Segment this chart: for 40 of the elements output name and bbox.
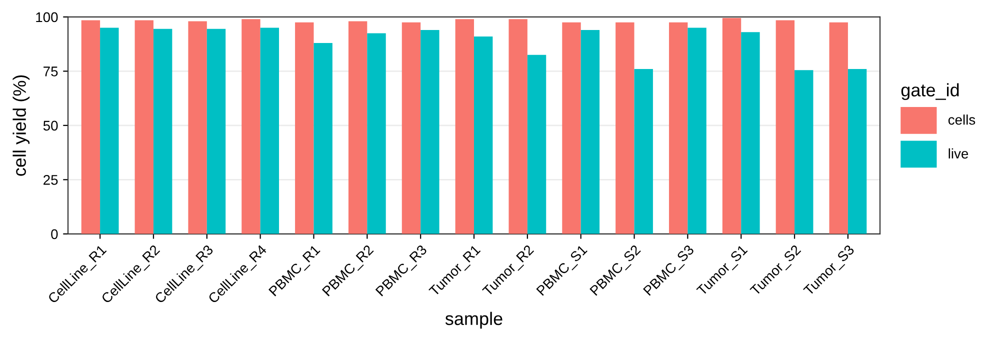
x-axis-title: sample — [445, 312, 502, 329]
legend-label: cells — [948, 114, 976, 125]
y-tick-label: 0 — [51, 229, 58, 240]
bar — [402, 22, 421, 234]
bar — [367, 33, 386, 234]
bar — [455, 19, 474, 234]
bar — [848, 69, 867, 234]
bar — [722, 18, 742, 234]
y-tick-label: 50 — [43, 120, 58, 131]
bar — [562, 22, 581, 234]
bar — [668, 22, 688, 234]
bar — [527, 54, 546, 234]
bar — [829, 22, 848, 234]
bar — [474, 36, 493, 234]
bar — [508, 19, 528, 234]
bar — [688, 28, 706, 234]
bar — [314, 42, 332, 234]
y-tick-label: 100 — [36, 12, 58, 22]
legend-label: live — [948, 148, 968, 159]
bar — [580, 30, 600, 234]
y-axis-title: cell yield (%) — [12, 75, 30, 176]
bar — [206, 28, 226, 234]
bar — [260, 28, 280, 234]
bar — [295, 22, 314, 234]
bar — [776, 20, 795, 234]
bar — [153, 28, 172, 234]
bar — [188, 21, 207, 234]
y-tick-label: 75 — [44, 66, 58, 76]
bar — [242, 19, 260, 234]
bar — [100, 28, 119, 234]
bar — [134, 20, 154, 234]
bar — [794, 70, 814, 234]
bar — [634, 69, 653, 234]
bar — [616, 22, 634, 234]
y-tick-label: 25 — [44, 175, 58, 185]
bar — [741, 32, 760, 234]
bar — [348, 21, 368, 234]
bar — [420, 30, 440, 234]
bar — [81, 20, 100, 234]
legend-title: gate_id — [901, 83, 959, 100]
